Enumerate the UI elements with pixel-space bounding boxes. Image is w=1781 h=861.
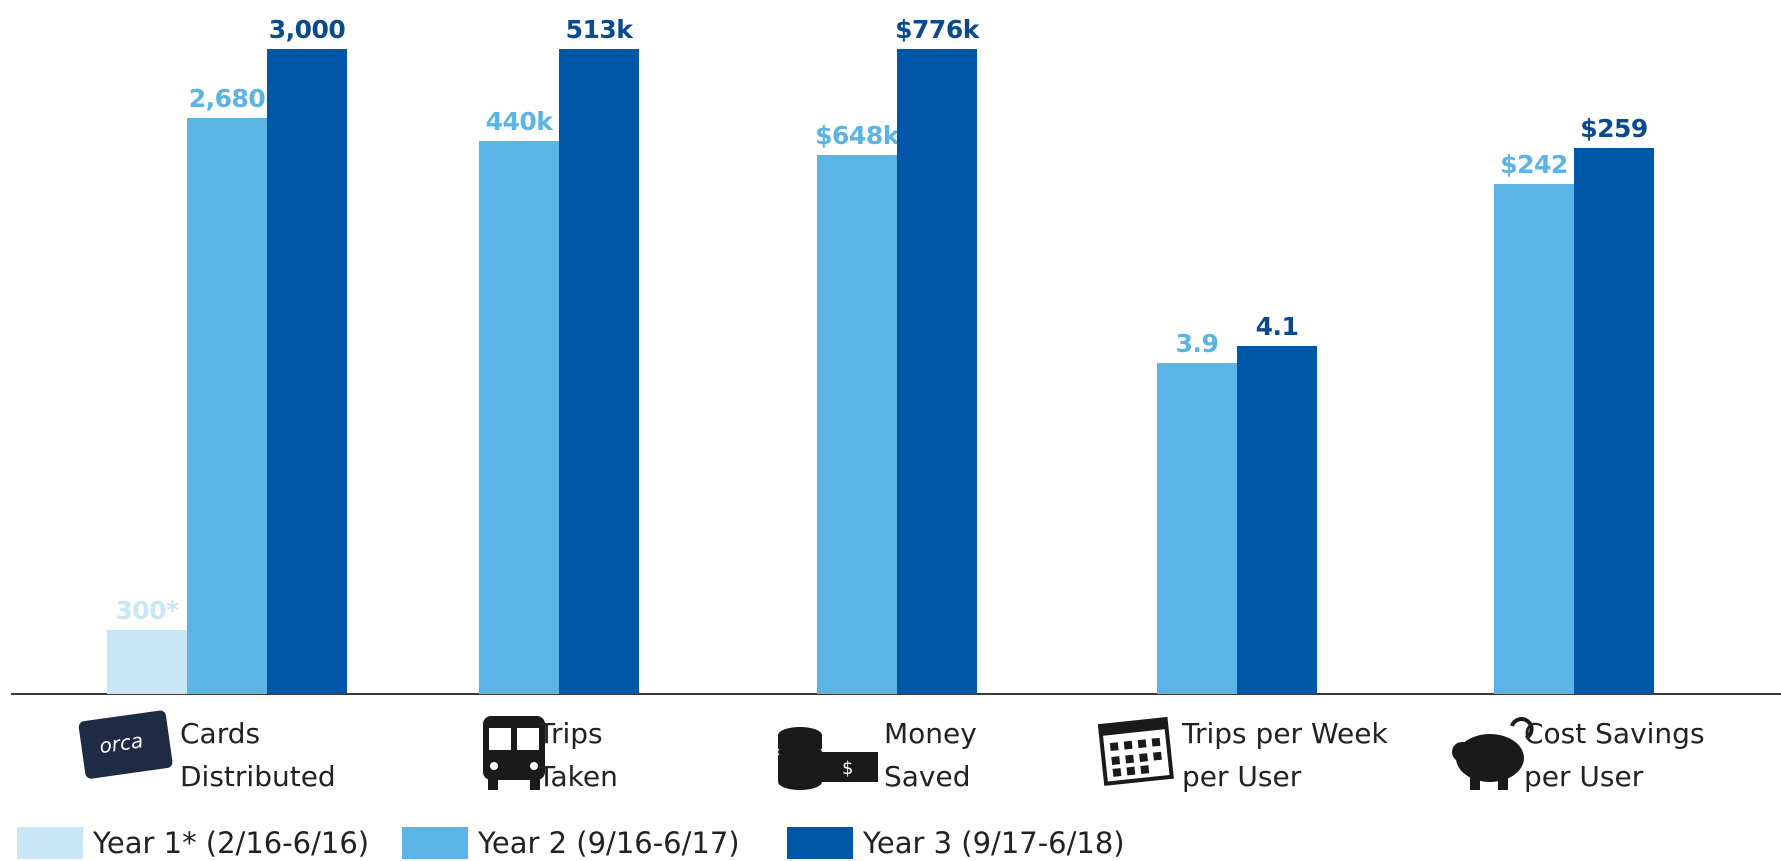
bus-icon — [483, 716, 545, 790]
calendar-icon — [1097, 716, 1174, 786]
bar — [1494, 183, 1574, 694]
value-label: $648k — [815, 121, 899, 151]
legend-swatch — [787, 827, 853, 859]
value-label: 3.9 — [1175, 329, 1219, 358]
category-line: per User — [1524, 760, 1644, 793]
legend-swatch — [402, 827, 468, 859]
value-label: 3,000 — [268, 15, 346, 44]
category-label: Cost Savings per User — [1524, 712, 1705, 798]
bar — [559, 49, 639, 694]
money-icon: $ — [778, 727, 878, 790]
category-label: Trips Taken — [538, 712, 618, 798]
value-label: 440k — [485, 106, 553, 136]
bar — [1157, 363, 1237, 694]
category-line: Trips per Week — [1182, 717, 1388, 750]
legend-label: Year 3 (9/17-6/18) — [863, 826, 1125, 860]
bar — [479, 140, 559, 694]
svg-text:$: $ — [842, 758, 853, 779]
bar — [1237, 346, 1317, 694]
category-line: Cost Savings — [1524, 717, 1705, 750]
value-label: 300* — [115, 595, 179, 625]
category-line: Money — [884, 717, 977, 750]
legend-label: Year 1* (2/16-6/16) — [93, 826, 370, 860]
bar — [1574, 148, 1654, 694]
axis-line — [11, 693, 1781, 695]
value-label: 2,680 — [188, 83, 266, 113]
bar — [267, 49, 347, 694]
value-label: 513k — [565, 15, 633, 44]
legend-label: Year 2 (9/16-6/17) — [478, 826, 740, 860]
bar — [107, 629, 187, 694]
legend-item: Year 3 (9/17-6/18) — [787, 826, 1125, 860]
category-label: Cards Distributed — [180, 712, 336, 798]
category-line: per User — [1182, 760, 1302, 793]
category-line: Cards — [180, 717, 261, 750]
bar — [817, 155, 897, 694]
legend-swatch — [17, 827, 83, 859]
value-label: 4.1 — [1255, 312, 1299, 342]
value-label: $776k — [895, 15, 979, 44]
category-label: Trips per Week per User — [1182, 712, 1388, 798]
category-line: Saved — [884, 760, 971, 793]
category-line: Taken — [538, 760, 618, 793]
value-label: $259 — [1580, 114, 1648, 144]
legend-item: Year 1* (2/16-6/16) — [17, 826, 369, 860]
category-line: Distributed — [180, 760, 336, 793]
category-label: Money Saved — [884, 712, 977, 798]
bar — [897, 49, 977, 694]
card-icon: orca — [78, 710, 173, 779]
legend-item: Year 2 (9/16-6/17) — [402, 826, 740, 860]
bar — [187, 117, 267, 694]
piggy-icon — [1452, 717, 1534, 790]
value-label: $242 — [1500, 149, 1568, 179]
category-line: Trips — [538, 717, 603, 750]
